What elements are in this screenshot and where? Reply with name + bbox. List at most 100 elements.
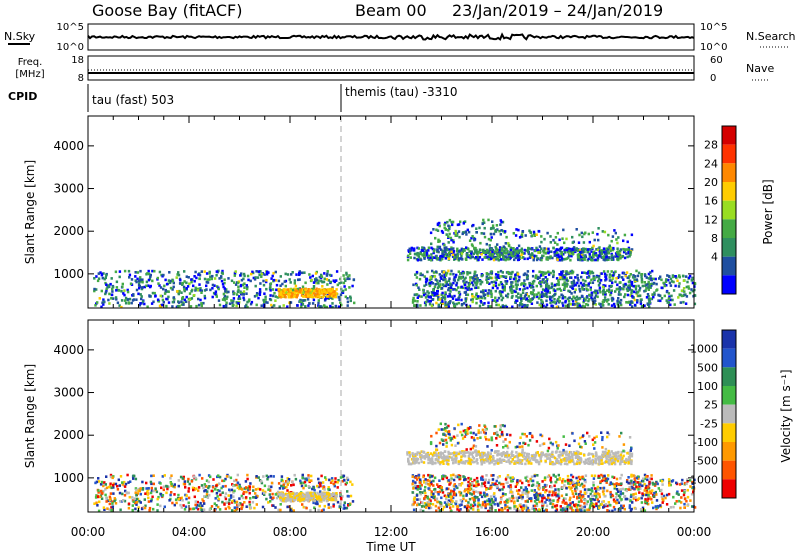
range-cell (109, 473, 113, 477)
range-cell (448, 277, 451, 280)
range-cell (109, 475, 113, 479)
range-cell (157, 282, 160, 285)
range-cell (129, 480, 132, 483)
range-cell (119, 508, 122, 512)
range-cell (559, 255, 562, 258)
range-cell (123, 494, 127, 497)
colorbar-tick-label: 20 (704, 176, 718, 189)
range-cell (460, 252, 464, 255)
range-cell (343, 479, 346, 482)
range-cell (559, 289, 563, 292)
range-cell (630, 493, 633, 497)
range-cell (609, 495, 613, 499)
range-cell (530, 286, 533, 289)
range-cell (452, 251, 455, 255)
range-cell (225, 475, 229, 478)
range-cell (315, 281, 318, 285)
range-cell (286, 305, 289, 308)
range-cell (552, 499, 555, 502)
range-cell (170, 484, 173, 488)
range-cell (283, 293, 286, 297)
range-cell (562, 228, 565, 232)
range-cell (237, 297, 240, 301)
range-cell (583, 502, 586, 505)
range-cell (463, 281, 466, 285)
range-cell (346, 478, 350, 482)
range-cell (576, 249, 580, 253)
range-cell (328, 498, 331, 501)
range-cell (443, 250, 447, 254)
range-cell (471, 295, 474, 298)
range-cell (263, 493, 266, 496)
range-cell (571, 300, 575, 303)
range-cell (226, 295, 229, 299)
range-cell (541, 300, 544, 304)
range-cell (246, 285, 249, 289)
range-cell (522, 297, 525, 300)
range-cell (331, 287, 334, 291)
range-cell (618, 257, 622, 260)
range-cell (147, 269, 150, 273)
range-cell (497, 273, 500, 277)
range-cell (484, 495, 487, 498)
range-cell (629, 509, 633, 512)
range-cell (510, 285, 514, 288)
range-cell (269, 474, 273, 478)
range-cell (102, 303, 105, 306)
range-cell (558, 238, 561, 242)
range-cell (469, 276, 472, 279)
range-cell (115, 280, 119, 284)
range-cell (274, 279, 278, 282)
range-cell (509, 484, 512, 487)
date-range: 23/Jan/2019 – 24/Jan/2019 (452, 1, 663, 20)
range-cell (475, 484, 478, 487)
range-cell (338, 298, 341, 301)
range-cell (328, 291, 331, 295)
range-cell (560, 258, 564, 262)
range-cell (425, 279, 429, 282)
range-cell (241, 496, 245, 500)
range-cell (486, 292, 489, 295)
range-cell (316, 292, 319, 296)
range-cell (194, 270, 197, 274)
range-cell (622, 247, 625, 251)
range-cell (490, 474, 493, 477)
range-cell (183, 480, 186, 483)
range-cell (497, 504, 500, 507)
range-cell (524, 234, 527, 237)
range-cell (611, 258, 614, 261)
range-cell (185, 497, 188, 501)
range-cell (445, 503, 448, 506)
range-cell (283, 482, 286, 485)
range-cell (501, 296, 505, 300)
range-cell (289, 287, 292, 291)
range-cell (158, 270, 162, 274)
range-cell (203, 483, 206, 486)
range-cell (412, 508, 416, 512)
range-cell (667, 278, 670, 282)
range-cell (608, 273, 612, 276)
range-cell (521, 509, 524, 512)
range-cell (434, 255, 438, 258)
range-cell (445, 497, 448, 501)
range-cell (479, 241, 482, 245)
range-cell (504, 230, 507, 233)
range-cell (430, 490, 433, 493)
range-cell (293, 282, 296, 285)
range-cell (163, 505, 166, 509)
range-cell (623, 256, 627, 260)
range-cell (270, 485, 273, 489)
range-cell (242, 272, 246, 276)
range-cell (579, 281, 583, 285)
range-cell (537, 230, 541, 233)
range-cell (124, 489, 127, 493)
range-cell (103, 508, 106, 511)
range-cell (289, 500, 293, 503)
range-cell (200, 302, 203, 306)
range-cell (311, 492, 315, 496)
range-cell (138, 489, 141, 493)
range-cell (482, 218, 485, 222)
range-cell (438, 224, 441, 228)
range-cell (257, 270, 261, 273)
range-cell (622, 504, 625, 508)
